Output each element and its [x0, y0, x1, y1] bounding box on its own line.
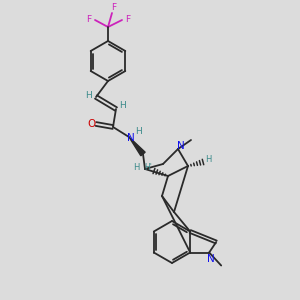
Polygon shape [129, 137, 145, 156]
Text: H': H' [144, 164, 152, 172]
Text: O: O [87, 119, 95, 129]
Text: H: H [205, 154, 211, 164]
Text: H: H [85, 91, 92, 100]
Text: N: N [127, 133, 135, 143]
Text: N: N [207, 254, 215, 263]
Text: H: H [133, 163, 139, 172]
Text: F: F [86, 16, 92, 25]
Text: F: F [111, 4, 117, 13]
Text: N: N [177, 141, 185, 151]
Text: H: H [136, 127, 142, 136]
Text: F: F [125, 14, 130, 23]
Text: H: H [120, 101, 126, 110]
